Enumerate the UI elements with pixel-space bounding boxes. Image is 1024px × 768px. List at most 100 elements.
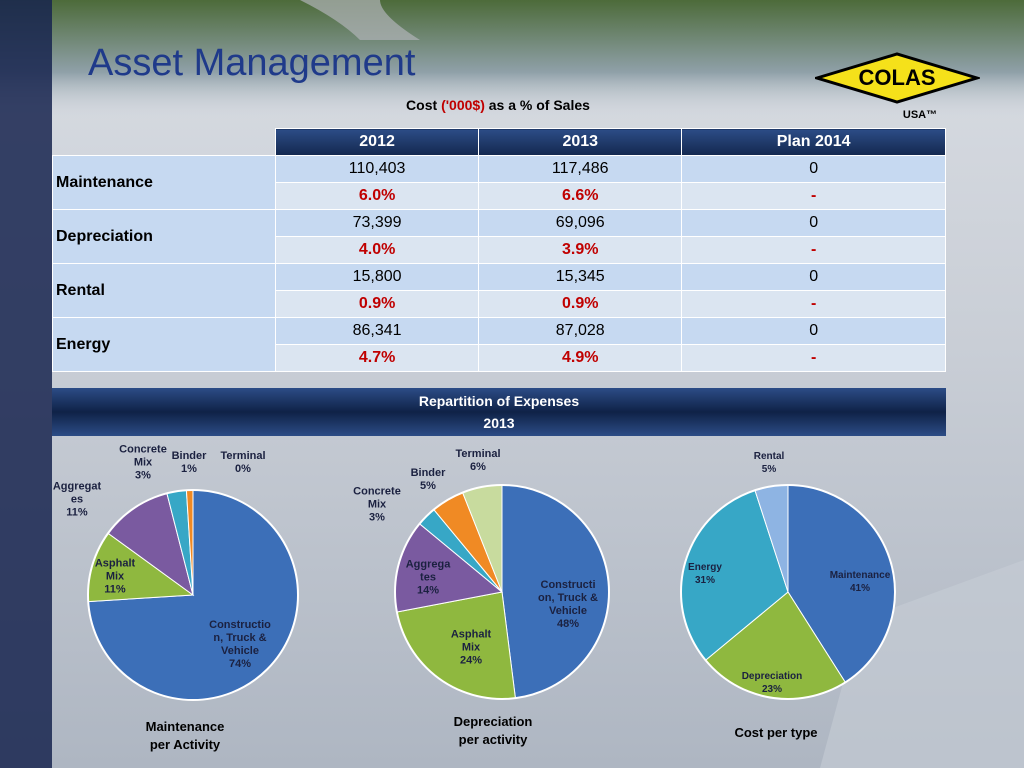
logo-diamond [815,52,980,104]
category-label: Concrete Mix [353,485,401,511]
value-label: 74% [228,658,252,670]
slice-label: Binder 5% [408,467,448,493]
amount-row: Depreciation 73,399 69,096 0 [52,209,946,264]
amount-cell: 73,399 [274,209,480,237]
subtitle-text: as a % of Sales [488,97,590,113]
category-label: Depreciation [741,671,803,682]
category-label: Binder [410,467,446,479]
percent-cell: 4.9% [478,344,683,372]
percent-cell: - [681,182,946,210]
slice-label: Concrete Mix 3% [118,444,168,483]
percent-cell: 4.7% [274,344,480,372]
slice-label: Concrete Mix 3% [352,486,402,525]
amount-cell: 0 [681,263,946,291]
row-label: Rental [52,263,276,318]
header-row: 2012 2013 Plan 2014 [53,128,946,156]
value-label: 5% [420,480,436,492]
value-label: 31% [694,575,715,586]
logo: COLAS USA™ [815,52,980,121]
slice-label: Asphalt Mix 11% [90,558,140,597]
category-label: Terminal [220,450,266,462]
percent-cell: 6.0% [274,182,480,210]
cost-table: 2012 2013 Plan 2014 Maintenance 110,403 117,4… [52,128,946,372]
amount-cell: 15,345 [478,263,683,291]
road [300,0,420,40]
value-label: 3% [135,469,151,482]
slice-label: Depreciation 23% [737,670,807,696]
percent-cell: - [681,290,946,318]
slice-label: Energy 31% [680,561,730,587]
row-label: Maintenance [52,155,276,210]
amount-cell: 15,800 [274,263,480,291]
chart-title: Maintenance per Activity [145,719,225,752]
category-label: Construction, Truck & Vehicle [209,619,271,657]
subtitle-unit: ('000$) [441,97,485,113]
amount-row: Rental 15,800 15,345 0 [52,263,946,318]
value-label: 23% [761,684,782,695]
row-label: Depreciation [52,209,276,264]
category-label: Rental [753,451,785,462]
value-label: 14% [416,584,440,597]
slice-label: Binder 1% [169,450,209,476]
category-label: Energy [688,562,722,573]
slice-label: Terminal 6% [453,448,503,474]
category-label: Aggregates [52,480,102,506]
amount-cell: 110,403 [274,155,480,183]
category-label: Maintenance [829,570,891,581]
chart-title: Depreciation per activity [453,714,533,747]
flag-shade [820,560,1024,768]
slice-label: Terminal 0% [218,450,268,476]
amount-row: Maintenance 110,403 117,486 0 [52,155,946,210]
value-label: 11% [66,506,88,519]
amount-row: Energy 86,341 87,028 0 [52,317,946,372]
percent-cell: - [681,344,946,372]
value-label: 48% [556,618,580,630]
percent-cell: 4.0% [274,236,480,264]
logo-name: COLAS [859,65,936,90]
percent-row: 6.0% 6.6% - [53,182,946,210]
value-label: 3% [369,511,385,524]
value-label: 0% [235,463,251,475]
banner-year: 2013 [483,415,515,431]
category-label: Asphalt Mix [94,557,136,583]
amount-cell: 87,028 [478,317,683,345]
photo-band [0,0,1024,120]
pie-rim [394,484,610,700]
percent-row: 4.0% 3.9% - [53,236,946,264]
slide-title: Asset Management [88,42,416,84]
percent-cell: 6.6% [478,182,683,210]
category-label: Aggregates [405,558,451,584]
banner: Repartition of Expenses 2013 [52,388,946,436]
slice-label: Construction, Truck & Vehicle 48% [538,579,598,631]
slice-label: Maintenance 41% [825,569,895,595]
category-label: Concrete Mix [119,443,167,469]
subtitle-text: Cost [406,97,438,113]
value-label: 6% [470,461,486,473]
slice-label: Rental 5% [749,450,789,476]
amount-cell: 69,096 [478,209,683,237]
amount-cell: 86,341 [274,317,480,345]
slice-label: Aggregates 14% [404,559,452,598]
value-label: 11% [104,583,126,596]
value-label: 1% [181,463,197,475]
value-label: 41% [849,583,870,594]
column-header: 2013 [478,128,683,156]
pie-rim [680,484,896,700]
chart-title: Cost per type [734,725,818,740]
column-header: Plan 2014 [681,128,946,156]
slice-label: Asphalt Mix 24% [446,629,496,668]
amount-cell: 0 [681,155,946,183]
amount-cell: 0 [681,317,946,345]
row-label: Energy [52,317,276,372]
category-label: Construction, Truck & Vehicle [538,579,598,617]
percent-cell: 0.9% [274,290,480,318]
category-label: Binder [171,450,207,462]
category-label: Asphalt Mix [450,628,492,654]
percent-row: 0.9% 0.9% - [53,290,946,318]
side-stripe [0,0,52,768]
value-label: 24% [459,654,483,667]
value-label: 5% [761,464,777,475]
